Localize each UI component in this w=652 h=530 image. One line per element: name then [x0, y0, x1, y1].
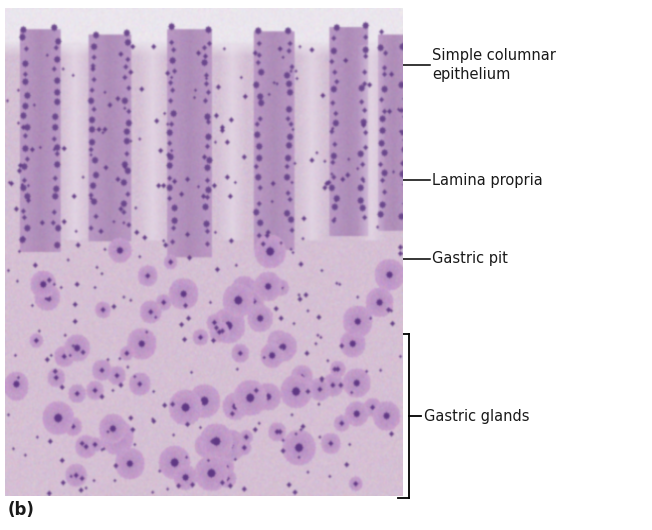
- Text: Simple columnar
epithelium: Simple columnar epithelium: [432, 48, 556, 82]
- Text: (b): (b): [8, 501, 35, 519]
- Text: Lamina propria: Lamina propria: [432, 173, 543, 188]
- Text: Gastric pit: Gastric pit: [432, 251, 508, 266]
- Text: Gastric glands: Gastric glands: [424, 409, 529, 423]
